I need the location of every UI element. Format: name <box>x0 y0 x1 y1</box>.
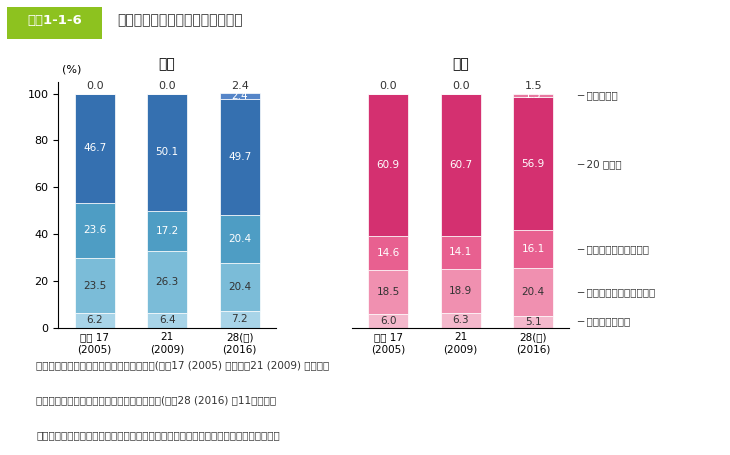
Text: 0.0: 0.0 <box>86 81 104 91</box>
Text: 14.6: 14.6 <box>377 248 400 258</box>
Bar <box>513 97 553 230</box>
Text: 6.2: 6.2 <box>86 315 103 325</box>
Bar <box>368 236 408 270</box>
Text: 5.1: 5.1 <box>525 317 542 327</box>
Bar <box>513 230 553 268</box>
Text: ─ 20 歳以降: ─ 20 歳以降 <box>577 159 621 169</box>
Text: 60.9: 60.9 <box>377 160 400 170</box>
Text: 農林水産省「食育に関する意識調査」(平成28 (2016) 年11月実施）: 農林水産省「食育に関する意識調査」(平成28 (2016) 年11月実施） <box>36 395 277 405</box>
Title: 女性: 女性 <box>453 57 469 71</box>
Bar <box>513 268 553 316</box>
Bar <box>220 263 260 311</box>
Text: ─ わからない: ─ わからない <box>577 91 618 101</box>
Text: 16.1: 16.1 <box>521 244 545 254</box>
Bar <box>74 313 115 328</box>
Bar <box>74 258 115 313</box>
Bar <box>441 313 480 328</box>
Title: 男性: 男性 <box>158 57 175 71</box>
Bar <box>74 203 115 258</box>
Text: ─ 中学生、高校生の頃から: ─ 中学生、高校生の頃から <box>577 287 655 297</box>
Text: 7.2: 7.2 <box>231 314 248 324</box>
Text: 1.5: 1.5 <box>524 81 542 91</box>
Bar <box>147 313 187 328</box>
Text: 20.4: 20.4 <box>228 234 251 244</box>
Bar <box>220 99 260 215</box>
Bar <box>441 94 480 236</box>
Bar <box>368 270 408 313</box>
Text: 注：朝食を食べる頻度について、「ほとんど毎日食べる」以外の回答をした人が対象: 注：朝食を食べる頻度について、「ほとんど毎日食べる」以外の回答をした人が対象 <box>36 430 280 440</box>
Text: 6.3: 6.3 <box>453 315 469 325</box>
Text: 0.0: 0.0 <box>380 81 397 91</box>
Text: 朝食欠食が始まった時期（成人）: 朝食欠食が始まった時期（成人） <box>117 14 242 27</box>
Bar <box>220 311 260 328</box>
Bar <box>147 251 187 313</box>
Text: 20.4: 20.4 <box>522 287 545 297</box>
Bar <box>441 236 480 268</box>
Text: 56.9: 56.9 <box>521 159 545 169</box>
Bar <box>220 215 260 263</box>
Text: 14.1: 14.1 <box>449 247 472 257</box>
Text: ─ 高校を卒業した頃から: ─ 高校を卒業した頃から <box>577 244 649 254</box>
Text: (%): (%) <box>62 65 82 75</box>
Bar <box>147 211 187 251</box>
Text: 46.7: 46.7 <box>83 143 107 153</box>
Text: 6.4: 6.4 <box>159 315 175 325</box>
Bar <box>513 94 553 97</box>
Text: 23.5: 23.5 <box>83 281 107 291</box>
Text: 50.1: 50.1 <box>155 147 179 157</box>
Text: 18.5: 18.5 <box>377 287 400 297</box>
Text: 49.7: 49.7 <box>228 152 251 162</box>
Text: 2.4: 2.4 <box>231 81 248 91</box>
Text: 60.7: 60.7 <box>449 160 472 170</box>
Text: 1.5: 1.5 <box>525 91 542 101</box>
Text: 20.4: 20.4 <box>228 282 251 292</box>
Bar <box>368 313 408 328</box>
Bar <box>513 316 553 328</box>
Text: 17.2: 17.2 <box>155 226 179 236</box>
Text: 資料：厚生労働省「国民健康・栄養調査」(平成17 (2005) 年、平成21 (2009) 年）及び: 資料：厚生労働省「国民健康・栄養調査」(平成17 (2005) 年、平成21 (… <box>36 360 330 370</box>
Text: 2.4: 2.4 <box>231 91 248 101</box>
Text: 18.9: 18.9 <box>449 286 472 296</box>
Text: 0.0: 0.0 <box>452 81 469 91</box>
Text: 26.3: 26.3 <box>155 277 179 287</box>
Bar <box>74 94 115 203</box>
Text: 6.0: 6.0 <box>380 316 396 326</box>
FancyBboxPatch shape <box>7 7 102 39</box>
Text: 図表1-1-6: 図表1-1-6 <box>28 14 82 27</box>
Bar <box>220 93 260 99</box>
Bar <box>441 268 480 313</box>
Text: ─ 小学生の頃から: ─ 小学生の頃から <box>577 317 630 327</box>
Bar <box>147 94 187 211</box>
Bar <box>368 94 408 236</box>
Text: 23.6: 23.6 <box>83 226 107 236</box>
Text: 0.0: 0.0 <box>158 81 176 91</box>
